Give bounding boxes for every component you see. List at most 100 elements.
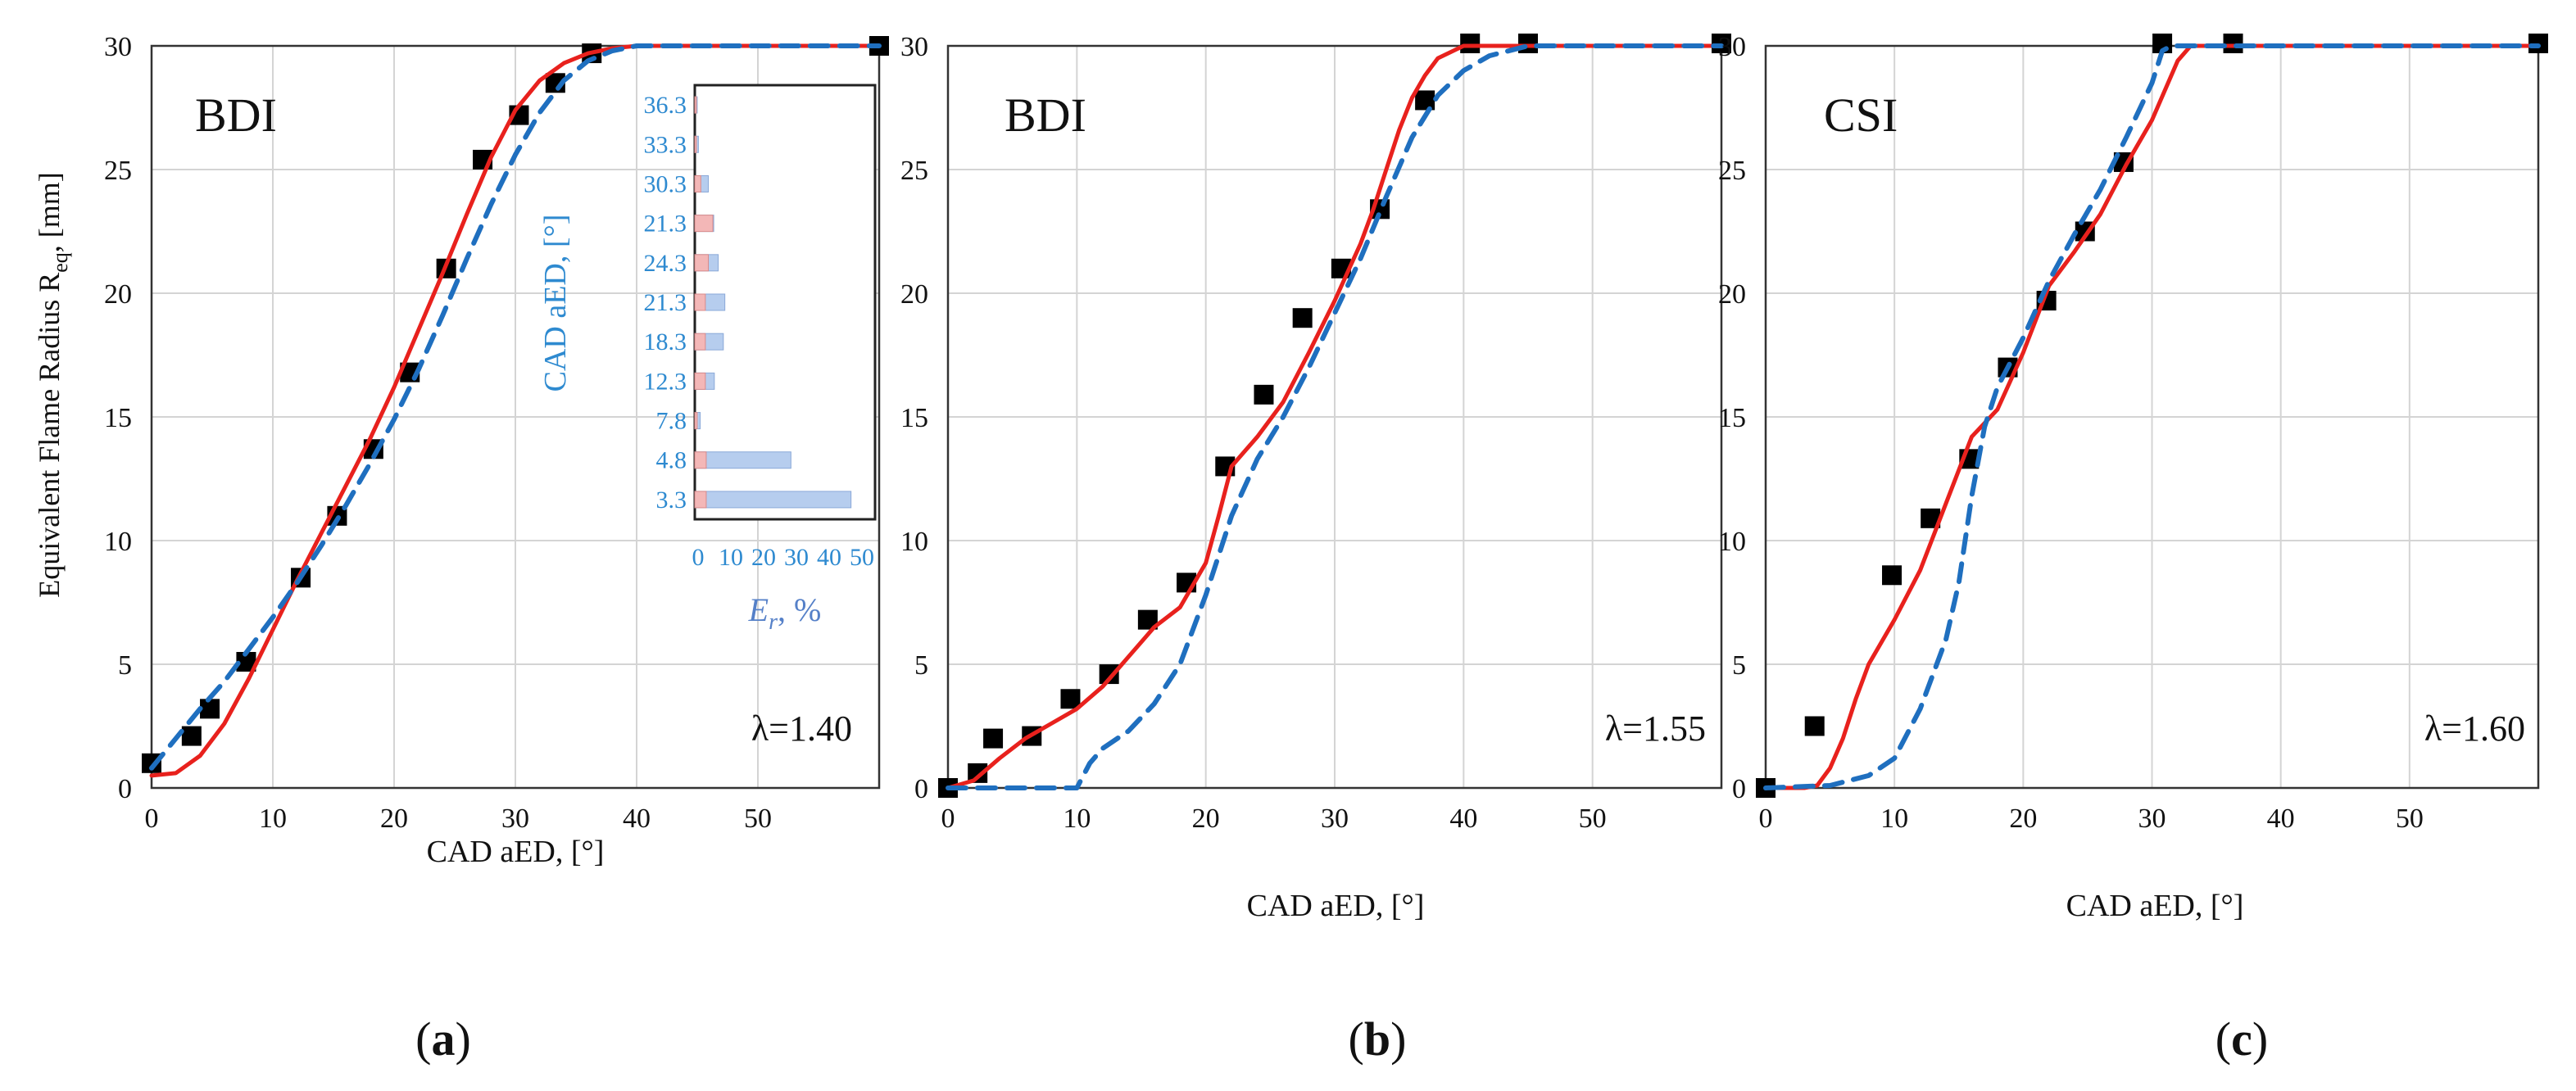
inset-red-bar-9 <box>694 451 707 469</box>
inset-category-label-7: 12.3 <box>644 368 687 395</box>
inset-x-tick-5: 50 <box>850 544 874 571</box>
y-axis-label: Equivalent Flame Radius Req, [mm] <box>33 172 72 597</box>
panel-c-x-tick-1: 10 <box>1880 804 1908 834</box>
panel-a-y-tick-1: 5 <box>118 650 132 681</box>
panel-c-marker-1 <box>1804 716 1825 736</box>
panel-b-marker-9 <box>1254 384 1274 405</box>
inset-x-axis-label-unit: , % <box>778 591 821 628</box>
panel-b-label: (b) <box>1349 1012 1407 1066</box>
panel-c-annotation: CSI <box>1824 88 1898 142</box>
panel-b-x-tick-5: 50 <box>1579 804 1607 834</box>
panel-a-x-tick-4: 40 <box>623 804 651 834</box>
inset-y-axis-label: CAD aED, [°] <box>538 215 573 392</box>
inset-x-tick-3: 30 <box>784 544 809 571</box>
panel-b-lambda-label: λ=1.55 <box>1605 708 1706 749</box>
inset-red-bar-4 <box>694 254 709 272</box>
panel-a-y-tick-0: 0 <box>118 774 132 804</box>
panel-c-marker-10 <box>2223 33 2243 53</box>
panel-c-x-tick-2: 20 <box>2009 804 2037 834</box>
panel-a-marker-2 <box>200 699 220 719</box>
panel-b-x-axis-label: CAD aED, [°] <box>1247 889 1425 923</box>
panel-a-y-tick-2: 10 <box>104 527 132 557</box>
panel-b-x-tick-1: 10 <box>1063 804 1091 834</box>
panel-c-x-tick-3: 30 <box>2138 804 2166 834</box>
panel-c-x-tick-4: 40 <box>2267 804 2295 834</box>
panel-a-x-tick-2: 20 <box>380 804 408 834</box>
panel-b-model-line <box>946 43 1724 790</box>
panel-b-y-tick-3: 15 <box>900 403 928 433</box>
panel-c-y-tick-6: 30 <box>1718 32 1746 62</box>
inset-red-bar-0 <box>694 96 697 114</box>
panel-b-letter: b <box>1364 1012 1390 1066</box>
panel-c-y-tick-0: 0 <box>1732 774 1746 804</box>
inset-red-bar-1 <box>694 135 697 153</box>
inset-x-tick-1: 10 <box>719 544 743 571</box>
panel-a-y-tick-4: 20 <box>104 279 132 310</box>
inset-x-axis-label-main: E <box>748 591 769 628</box>
panel-b-marker-15 <box>1518 33 1538 53</box>
panel-c-x-tick-0: 0 <box>1759 804 1773 834</box>
panel-a-x-tick-3: 30 <box>501 804 529 834</box>
inset-category-label-4: 24.3 <box>644 250 687 277</box>
inset-category-label-10: 3.3 <box>656 487 687 514</box>
inset-red-bar-5 <box>694 293 706 311</box>
panel-c-y-tick-1: 5 <box>1732 650 1746 681</box>
panel-c-marker-2 <box>1882 565 1903 586</box>
panel-a-letter: a <box>432 1012 456 1066</box>
inset-category-label-6: 18.3 <box>644 328 687 355</box>
panel-a-y-tick-6: 30 <box>104 32 132 62</box>
inset-blue-bar-10 <box>694 491 852 509</box>
inset-category-label-5: 21.3 <box>644 289 687 316</box>
panel-b-marker-4 <box>1060 689 1081 709</box>
panel-b-y-tick-4: 20 <box>900 279 928 310</box>
panel-b-frame <box>946 44 1723 790</box>
panel-a-frame <box>150 44 881 790</box>
panel-a-y-tick-5: 25 <box>104 156 132 186</box>
panel-b-y-tick-0: 0 <box>914 774 928 804</box>
panel-a-marker-1 <box>181 726 202 746</box>
panel-a-x-tick-1: 10 <box>259 804 287 834</box>
inset-red-bar-7 <box>694 372 706 390</box>
panel-a-x-axis-label: CAD aED, [°] <box>427 835 605 869</box>
inset-x-axis-label: Er, % <box>748 591 822 635</box>
panel-c-letter: c <box>2231 1012 2252 1066</box>
inset-red-bar-6 <box>694 333 706 351</box>
panel-a-label: (a) <box>415 1012 471 1066</box>
inset-bar-chart: 36.3 33.3 30.3 21.3 24.3 21.3 18.3 12.3 7.8 4.8 3.… <box>538 84 877 635</box>
inset-red-bar-8 <box>694 412 698 430</box>
inset-x-axis-label-subscript: r <box>769 609 778 635</box>
panel-b-marker-2 <box>983 728 1004 749</box>
panel-b-y-tick-2: 10 <box>900 527 928 557</box>
inset-bars <box>694 96 852 509</box>
inset-category-label-1: 33.3 <box>644 131 687 158</box>
panel-c-lambda-label: λ=1.60 <box>2424 708 2525 749</box>
panel-c-y-tick-3: 15 <box>1718 403 1746 433</box>
inset-x-tick-labels: 0 10 20 30 40 50 <box>692 544 875 571</box>
inset-x-tick-0: 0 <box>692 544 705 571</box>
inset-blue-bar-9 <box>694 451 791 469</box>
panel-a-x-tick-5: 50 <box>744 804 772 834</box>
inset-red-bar-3 <box>694 215 714 233</box>
y-axis-label-main: Equivalent Flame Radius R <box>33 273 66 598</box>
inset-category-label-2: 30.3 <box>644 170 687 197</box>
inset-x-tick-4: 40 <box>817 544 841 571</box>
inset-red-bar-2 <box>694 174 701 192</box>
panel-c-plot: 0 10 20 30 40 50 0 5 10 15 20 25 30 <box>1718 32 2548 834</box>
panel-a-x-tick-0: 0 <box>145 804 159 834</box>
panel-b-y-tick-1: 5 <box>914 650 928 681</box>
inset-x-tick-2: 20 <box>751 544 776 571</box>
panel-c-x-tick-5: 50 <box>2396 804 2424 834</box>
panel-c-frame <box>1764 44 2540 790</box>
inset-category-labels: 36.3 33.3 30.3 21.3 24.3 21.3 18.3 12.3 7.8 4.8 3.… <box>644 92 687 514</box>
panel-b-marker-14 <box>1460 33 1481 53</box>
inset-category-label-9: 4.8 <box>656 447 687 474</box>
panel-b-y-tick-5: 25 <box>900 156 928 186</box>
panel-b-annotation: BDI <box>1005 88 1086 142</box>
panel-b-marker-10 <box>1292 308 1313 328</box>
panel-c-label: (c) <box>2215 1012 2268 1066</box>
panel-b-plot: 0 10 20 30 40 50 0 5 10 15 20 25 30 <box>900 32 1731 834</box>
inset-category-label-3: 21.3 <box>644 211 687 238</box>
inset-red-bar-10 <box>694 491 707 509</box>
